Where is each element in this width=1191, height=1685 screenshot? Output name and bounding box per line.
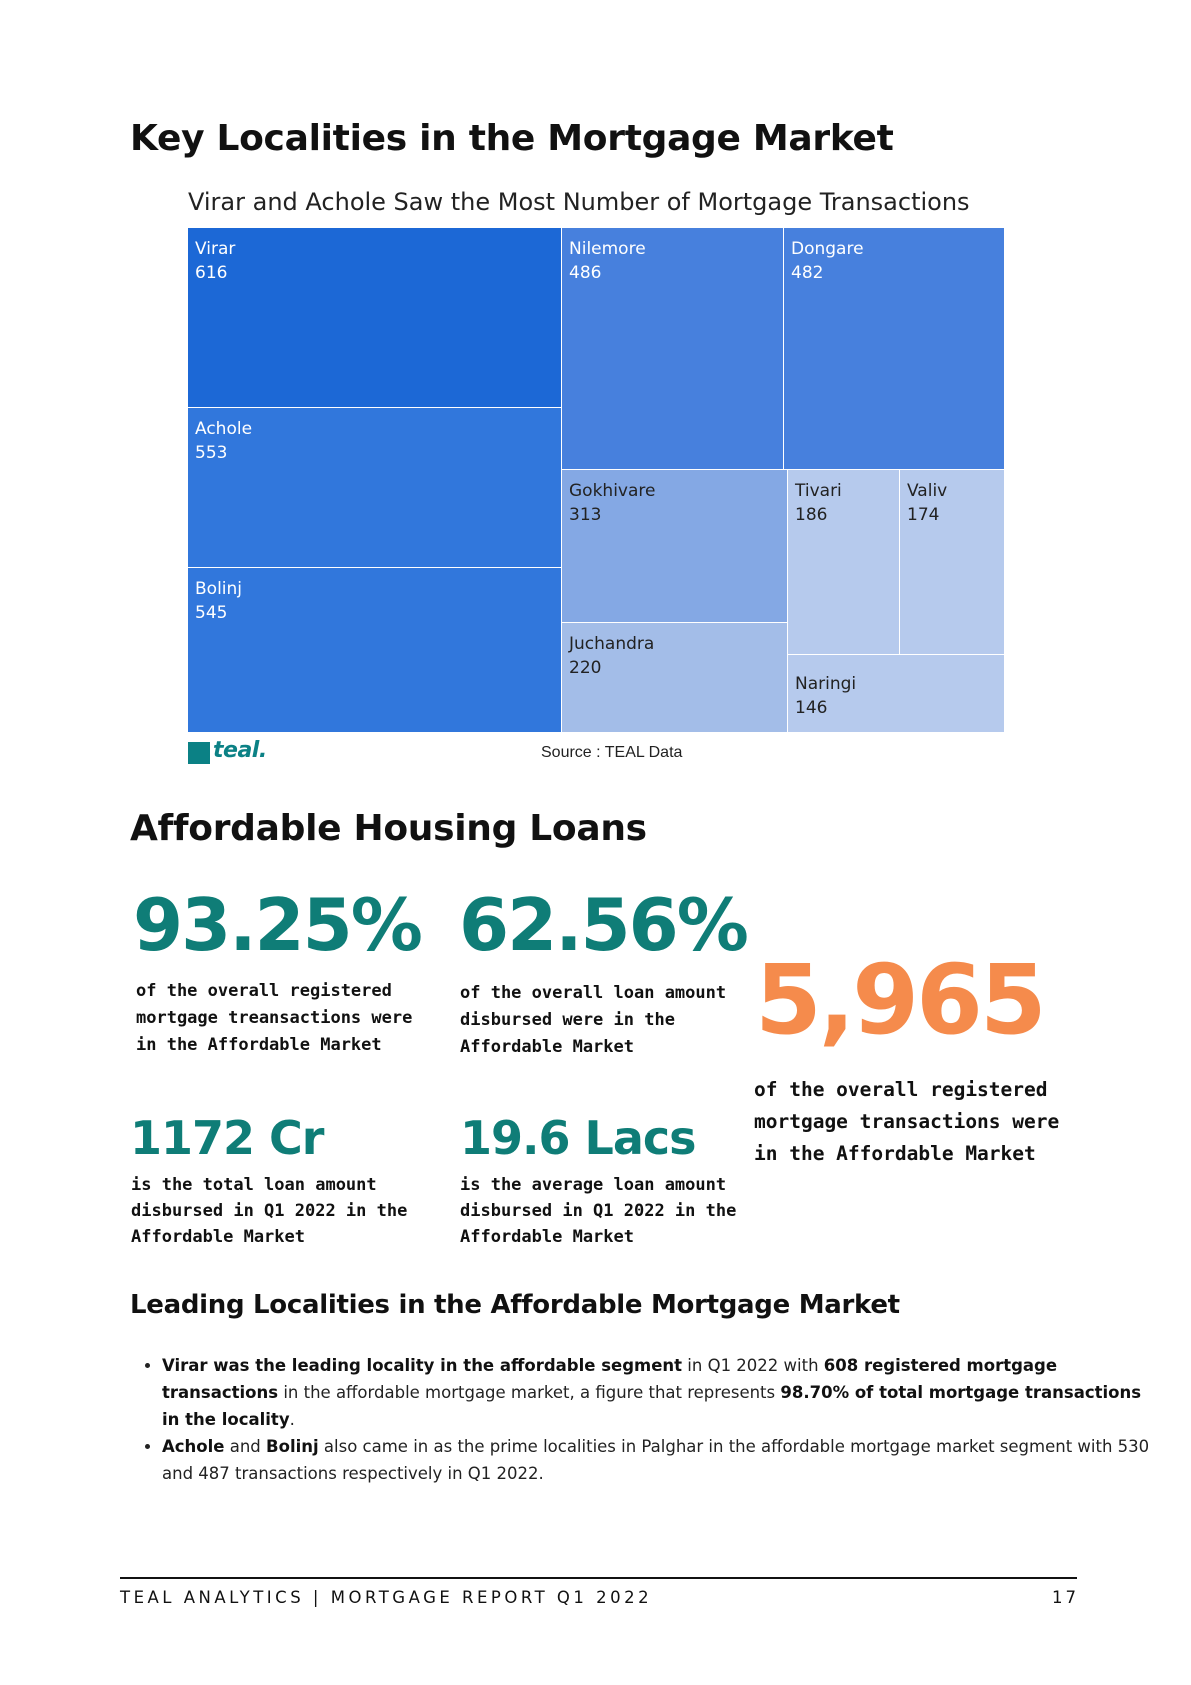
bullet-bold-text: Bolinj	[266, 1437, 319, 1456]
treemap-value-bolinj: 545	[195, 603, 228, 623]
stat-desc-line: Affordable Market	[460, 1037, 634, 1057]
stat-desc-line: of the overall registered	[754, 1078, 1048, 1101]
section-title-key-localities: Key Localities in the Mortgage Market	[130, 118, 894, 159]
stat-desc-registered-share: of the overall registered mortgage trean…	[136, 978, 412, 1059]
treemap-value-valiv: 174	[907, 505, 940, 525]
bullet-bold-text: Achole	[162, 1437, 225, 1456]
treemap-label-juchandra: Juchandra	[569, 634, 655, 654]
stat-desc-line: is the average loan amount	[460, 1175, 727, 1195]
treemap-tile-naringi: Naringi 146	[788, 655, 1005, 733]
bullet-text: .	[289, 1410, 295, 1429]
stat-desc-line: disbursed were in the	[460, 1010, 675, 1030]
footer-title: TEAL ANALYTICS | MORTGAGE REPORT Q1 2022	[120, 1588, 653, 1607]
treemap-tile-gokhivare: Gokhivare 313	[562, 470, 788, 623]
list-item: Achole and Bolinj also came in as the pr…	[162, 1433, 1162, 1487]
stat-desc-line: of the overall registered	[136, 981, 392, 1001]
treemap-value-naringi: 146	[795, 698, 828, 718]
treemap-value-tivari: 186	[795, 505, 828, 525]
chart-source: Source : TEAL Data	[541, 744, 683, 761]
treemap-label-tivari: Tivari	[795, 481, 842, 501]
chart-title: Virar and Achole Saw the Most Number of …	[188, 188, 970, 216]
stat-desc-line: Affordable Market	[460, 1227, 634, 1247]
section-title-affordable-housing: Affordable Housing Loans	[130, 808, 647, 849]
teal-logo-icon	[188, 742, 210, 764]
treemap-tile-bolinj: Bolinj 545	[188, 568, 562, 733]
page-number: 17	[1052, 1588, 1079, 1607]
stat-desc-line: in the Affordable Market	[136, 1035, 382, 1055]
treemap-value-nilemore: 486	[569, 263, 602, 283]
treemap-tile-tivari: Tivari 186	[788, 470, 900, 655]
stat-desc-line: Affordable Market	[131, 1227, 305, 1247]
stat-desc-line: mortgage treansactions were	[136, 1008, 413, 1028]
stat-value-transactions: 5,965	[755, 944, 1047, 1056]
stat-desc-line: is the total loan amount	[131, 1175, 377, 1195]
stat-desc-line: disbursed in Q1 2022 in the	[460, 1201, 737, 1221]
treemap-label-valiv: Valiv	[907, 481, 948, 501]
treemap-value-virar: 616	[195, 263, 228, 283]
section-title-leading-localities: Leading Localities in the Affordable Mor…	[130, 1290, 900, 1320]
treemap-tile-nilemore: Nilemore 486	[562, 228, 784, 470]
treemap-value-dongare: 482	[791, 263, 824, 283]
bullet-bold-text: 98.70% of total mortgage transactions in…	[162, 1383, 1142, 1429]
treemap-tile-juchandra: Juchandra 220	[562, 623, 788, 733]
footer-divider	[120, 1577, 1077, 1579]
bullet-text: in Q1 2022 with	[682, 1356, 824, 1375]
bullet-bold-text: 608 registered mortgage transactions	[162, 1356, 1058, 1402]
treemap-tile-valiv: Valiv 174	[900, 470, 1005, 655]
treemap-value-juchandra: 220	[569, 658, 602, 678]
stat-value-loan-share: 62.56%	[459, 883, 749, 967]
treemap-label-nilemore: Nilemore	[569, 239, 646, 259]
stat-desc-line: in the Affordable Market	[754, 1142, 1036, 1165]
list-item: Virar was the leading locality in the af…	[162, 1352, 1162, 1433]
treemap-label-naringi: Naringi	[795, 674, 857, 694]
stat-value-registered-share: 93.25%	[133, 883, 423, 967]
stat-value-average-loan: 19.6 Lacs	[460, 1111, 697, 1165]
stat-desc-line: of the overall loan amount	[460, 983, 727, 1003]
stat-desc-transactions: of the overall registered mortgage trans…	[754, 1074, 1059, 1170]
treemap-label-gokhivare: Gokhivare	[569, 481, 656, 501]
bullet-text: also came in as the prime localities in …	[162, 1437, 1150, 1483]
stat-desc-line: mortgage transactions were	[754, 1110, 1060, 1133]
leading-localities-list: Virar was the leading locality in the af…	[136, 1352, 1162, 1487]
treemap-label-bolinj: Bolinj	[195, 579, 243, 599]
teal-logo-text: teal.	[213, 738, 267, 763]
stat-desc-loan-share: of the overall loan amount disbursed wer…	[460, 980, 726, 1061]
treemap-label-achole: Achole	[195, 419, 253, 439]
stat-desc-total-loan: is the total loan amount disbursed in Q1…	[131, 1172, 407, 1250]
stat-desc-average-loan: is the average loan amount disbursed in …	[460, 1172, 736, 1250]
treemap-tile-achole: Achole 553	[188, 408, 562, 568]
stat-value-total-loan: 1172 Cr	[130, 1111, 324, 1165]
treemap-tile-dongare: Dongare 482	[784, 228, 1005, 470]
bullet-text: in the affordable mortgage market, a fig…	[278, 1383, 781, 1402]
treemap-tile-virar: Virar 616	[188, 228, 562, 408]
stat-desc-line: disbursed in Q1 2022 in the	[131, 1201, 408, 1221]
treemap-value-gokhivare: 313	[569, 505, 602, 525]
treemap-label-dongare: Dongare	[791, 239, 864, 259]
treemap-value-achole: 553	[195, 443, 228, 463]
bullet-text: and	[224, 1437, 267, 1456]
treemap-chart: Virar 616 Achole 553 Bolinj 545 Nilemore 486 Don…	[188, 228, 1005, 733]
bullet-bold-text: Virar was the leading locality in the af…	[162, 1356, 683, 1375]
treemap-label-virar: Virar	[195, 239, 236, 259]
